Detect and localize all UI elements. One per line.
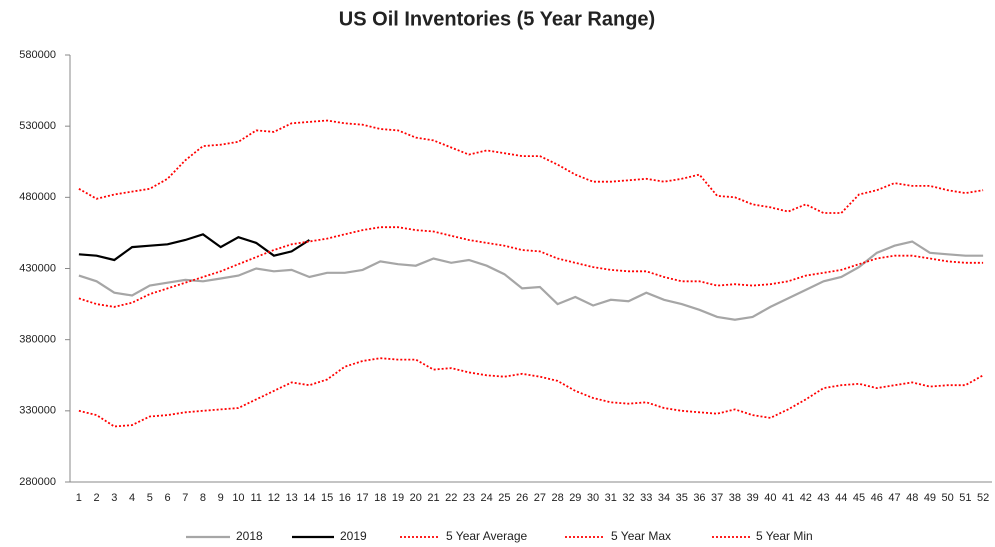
x-tick-label: 44 xyxy=(835,492,847,504)
x-tick-label: 40 xyxy=(764,492,776,504)
x-tick-label: 45 xyxy=(853,492,865,504)
legend-label: 5 Year Average xyxy=(446,529,528,543)
x-tick-label: 4 xyxy=(129,492,135,504)
x-tick-label: 41 xyxy=(782,492,794,504)
x-tick-label: 25 xyxy=(498,492,510,504)
y-tick-label: 330000 xyxy=(19,405,56,417)
x-tick-label: 21 xyxy=(427,492,439,504)
x-tick-label: 10 xyxy=(232,492,244,504)
x-tick-label: 15 xyxy=(321,492,333,504)
y-tick-label: 480000 xyxy=(19,191,56,203)
legend-label: 2019 xyxy=(340,529,367,543)
chart-title: US Oil Inventories (5 Year Range) xyxy=(339,8,655,30)
x-tick-label: 7 xyxy=(182,492,188,504)
series-line xyxy=(78,119,984,214)
x-tick-label: 24 xyxy=(481,492,493,504)
y-tick-label: 280000 xyxy=(19,476,56,488)
series-line xyxy=(78,226,984,308)
x-tick-label: 13 xyxy=(286,492,298,504)
series-line xyxy=(78,240,984,321)
x-tick-label: 36 xyxy=(693,492,705,504)
x-tick-label: 30 xyxy=(587,492,599,504)
y-tick-label: 580000 xyxy=(19,49,56,61)
x-tick-label: 3 xyxy=(111,492,117,504)
x-tick-label: 9 xyxy=(218,492,224,504)
x-tick-label: 22 xyxy=(445,492,457,504)
x-tick-label: 23 xyxy=(463,492,475,504)
x-tick-label: 19 xyxy=(392,492,404,504)
x-tick-label: 35 xyxy=(676,492,688,504)
x-tick-label: 26 xyxy=(516,492,528,504)
x-tick-label: 50 xyxy=(942,492,954,504)
x-tick-label: 18 xyxy=(374,492,386,504)
x-tick-label: 39 xyxy=(747,492,759,504)
y-tick-label: 530000 xyxy=(19,120,56,132)
x-tick-label: 20 xyxy=(410,492,422,504)
x-tick-label: 32 xyxy=(622,492,634,504)
x-tick-label: 47 xyxy=(888,492,900,504)
x-tick-label: 27 xyxy=(534,492,546,504)
y-tick-label: 380000 xyxy=(19,334,56,346)
x-tick-label: 12 xyxy=(268,492,280,504)
x-tick-label: 38 xyxy=(729,492,741,504)
x-tick-label: 43 xyxy=(817,492,829,504)
x-tick-label: 14 xyxy=(303,492,315,504)
y-tick-label: 430000 xyxy=(19,262,56,274)
x-tick-label: 17 xyxy=(356,492,368,504)
legend-label: 5 Year Min xyxy=(756,529,813,543)
x-tick-label: 11 xyxy=(250,492,261,504)
x-tick-label: 37 xyxy=(711,492,723,504)
x-tick-label: 33 xyxy=(640,492,652,504)
x-tick-label: 8 xyxy=(200,492,206,504)
x-tick-label: 46 xyxy=(871,492,883,504)
legend-label: 5 Year Max xyxy=(611,529,671,543)
x-tick-label: 28 xyxy=(551,492,563,504)
x-tick-label: 51 xyxy=(959,492,971,504)
x-tick-label: 5 xyxy=(147,492,153,504)
x-tick-label: 6 xyxy=(164,492,170,504)
x-tick-label: 48 xyxy=(906,492,918,504)
x-tick-label: 52 xyxy=(977,492,989,504)
x-tick-label: 16 xyxy=(339,492,351,504)
legend-label: 2018 xyxy=(236,529,263,543)
x-tick-label: 29 xyxy=(569,492,581,504)
x-tick-label: 1 xyxy=(76,492,82,504)
x-tick-label: 31 xyxy=(605,492,617,504)
x-tick-label: 42 xyxy=(800,492,812,504)
x-tick-label: 2 xyxy=(94,492,100,504)
x-tick-label: 34 xyxy=(658,492,670,504)
series-line xyxy=(78,233,310,262)
series-line xyxy=(78,357,984,428)
x-tick-label: 49 xyxy=(924,492,936,504)
